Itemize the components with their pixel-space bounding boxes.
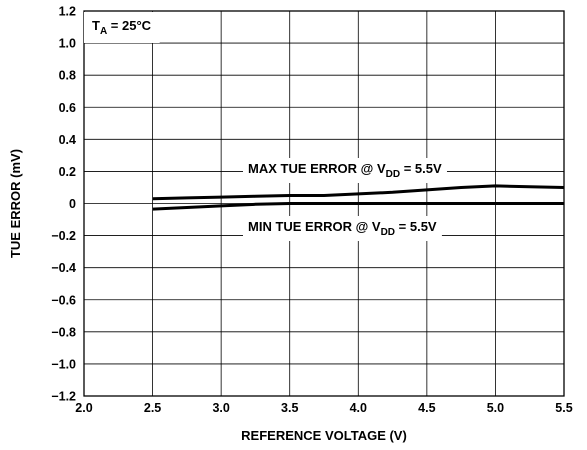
label-background [243, 158, 447, 183]
y-tick-label: 0.6 [59, 101, 76, 115]
y-tick-label: 0 [69, 197, 76, 211]
min-tue-line [152, 202, 564, 211]
annotations: TA = 25°C MAX TUE ERROR @ VDD = 5.5V MIN T… [84, 12, 447, 241]
y-tick-label: −0.4 [51, 261, 76, 275]
y-tick-label: 0.4 [59, 133, 76, 147]
y-tick-label: −1.0 [51, 357, 76, 371]
label-background [84, 12, 160, 43]
x-tick-label: 5.5 [555, 401, 572, 415]
x-axis-label: REFERENCE VOLTAGE (V) [241, 428, 407, 443]
x-tick-label: 4.5 [418, 401, 435, 415]
x-tick-label: 2.0 [75, 401, 92, 415]
x-tick-label: 2.5 [144, 401, 161, 415]
y-tick-label: −0.2 [51, 229, 76, 243]
max-series-label: MAX TUE ERROR @ VDD = 5.5V [248, 161, 442, 180]
y-tick-label: 1.2 [59, 5, 76, 19]
x-tick-label: 5.0 [487, 401, 504, 415]
y-tick-label: 0.2 [59, 165, 76, 179]
y-tick-label: 0.8 [59, 69, 76, 83]
x-tick-label: 4.0 [350, 401, 367, 415]
y-tick-label: −1.2 [51, 390, 76, 404]
x-tick-label: 3.0 [212, 401, 229, 415]
min-series-label: MIN TUE ERROR @ VDD = 5.5V [248, 219, 437, 238]
series-lines [152, 184, 565, 211]
y-tick-label: 1.0 [59, 37, 76, 51]
condition-label: TA = 25°C [92, 18, 152, 37]
y-tick-label: −0.6 [51, 293, 76, 307]
x-tick-label: 3.5 [281, 401, 298, 415]
y-axis-label: TUE ERROR (mV) [8, 149, 23, 258]
plot-frame [83, 10, 565, 397]
max-tue-line [152, 184, 565, 201]
tick-labels: 2.0 2.5 3.0 3.5 4.0 4.5 5.0 5.5 1.2 1.0 0.8 0.6 0.4 0… [51, 5, 572, 416]
y-tick-label: −0.8 [51, 325, 76, 339]
label-background [243, 216, 442, 241]
